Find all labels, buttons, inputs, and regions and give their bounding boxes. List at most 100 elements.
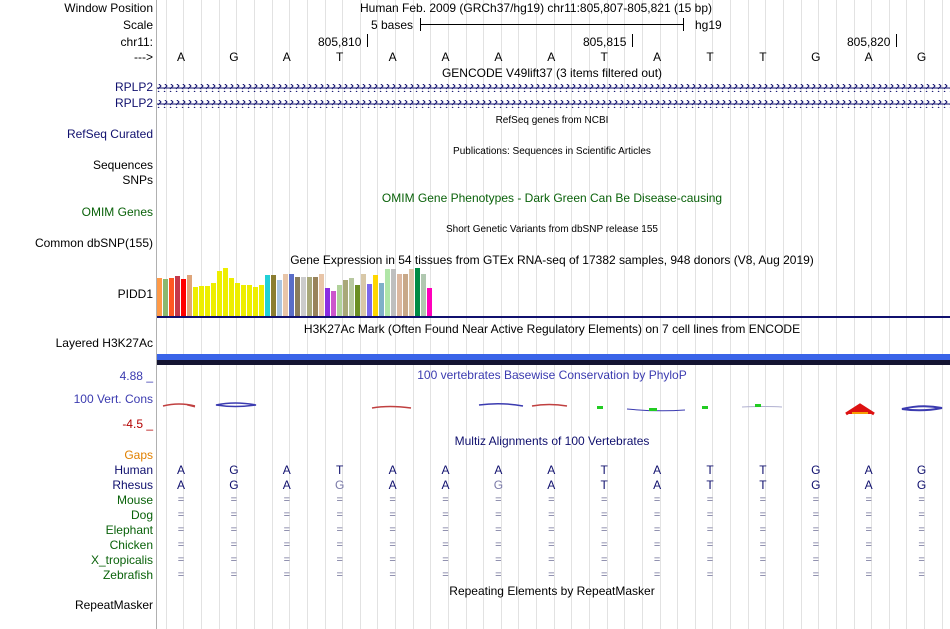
gtex-tissue-bar[interactable]: [289, 274, 294, 316]
gtex-tissue-bar[interactable]: [181, 279, 186, 316]
gtex-gene-label[interactable]: PIDD1: [117, 287, 153, 301]
grid-line: [748, 0, 749, 629]
gtex-tissue-bar[interactable]: [397, 274, 402, 316]
repeatmasker-label[interactable]: RepeatMasker: [74, 598, 153, 612]
gtex-tissue-bar[interactable]: [355, 285, 360, 316]
gtex-tissue-bar[interactable]: [265, 275, 270, 316]
gtex-tissue-bar[interactable]: [259, 285, 264, 316]
gtex-tissue-bar[interactable]: [409, 269, 414, 316]
alignment-base: G: [335, 478, 345, 492]
gtex-tissue-bar[interactable]: [331, 291, 336, 316]
gtex-tissue-bar[interactable]: [229, 278, 234, 316]
gtex-tissue-bar[interactable]: [427, 288, 432, 316]
alignment-base: =: [442, 554, 449, 566]
gtex-tissue-bar[interactable]: [373, 275, 378, 316]
gtex-tissue-bar[interactable]: [211, 283, 216, 316]
gtex-tissue-bar[interactable]: [415, 268, 420, 316]
dbsnp-title: Short Genetic Variants from dbSNP releas…: [446, 224, 658, 235]
grid-line: [342, 0, 343, 629]
gtex-tissue-bar[interactable]: [241, 285, 246, 316]
scale-label[interactable]: Scale: [122, 18, 153, 32]
alignment-base: =: [230, 569, 238, 581]
grid-line: [589, 0, 590, 629]
chrom-label[interactable]: chr11:: [120, 35, 153, 49]
multiz-gaps-label[interactable]: Gaps: [124, 448, 153, 462]
snps-label[interactable]: SNPs: [122, 173, 153, 187]
alignment-base: =: [759, 524, 767, 536]
gtex-tissue-bar[interactable]: [235, 283, 240, 316]
gtex-tissue-bar[interactable]: [253, 287, 258, 316]
gtex-tissue-bar[interactable]: [163, 279, 168, 316]
alignment-base: =: [548, 494, 555, 506]
alignment-base: =: [283, 539, 291, 551]
gene-label-rplp2-2[interactable]: RPLP2: [114, 96, 153, 110]
species-label-chicken[interactable]: Chicken: [109, 538, 153, 552]
gtex-tissue-bar[interactable]: [175, 276, 180, 316]
gtex-tissue-bar[interactable]: [361, 274, 366, 316]
h3k27ac-label[interactable]: Layered H3K27Ac: [55, 336, 153, 350]
gtex-tissue-bar[interactable]: [349, 278, 354, 316]
sequences-label[interactable]: Sequences: [92, 158, 153, 172]
gtex-tissue-bar[interactable]: [421, 274, 426, 316]
alignment-base: =: [336, 539, 343, 551]
gtex-tissue-bar[interactable]: [187, 275, 192, 316]
gtex-tissue-bar[interactable]: [391, 269, 396, 316]
grid-line: [730, 0, 731, 629]
alignment-base: =: [336, 569, 343, 581]
omim-label[interactable]: OMIM Genes: [81, 205, 153, 219]
cons-label[interactable]: 100 Vert. Cons: [73, 392, 153, 406]
alignment-base: =: [865, 509, 872, 521]
gtex-tissue-bar[interactable]: [379, 283, 384, 316]
gtex-tissue-bar[interactable]: [169, 278, 174, 316]
h3k27ac-signal-blue: [157, 354, 950, 360]
ruler-base: G: [811, 50, 821, 64]
species-label-zebrafish[interactable]: Zebrafish: [102, 568, 153, 582]
gencode-title: GENCODE V49lift37 (3 items filtered out): [441, 66, 663, 80]
gtex-tissue-bar[interactable]: [307, 277, 312, 316]
alignment-base: A: [176, 478, 185, 492]
gencode-gene-tracks[interactable]: [157, 82, 950, 112]
gtex-tissue-bar[interactable]: [283, 274, 288, 316]
gtex-tissue-bar[interactable]: [403, 274, 408, 316]
grid-line: [518, 0, 519, 629]
gtex-tissue-bar[interactable]: [157, 278, 162, 316]
alignment-base: =: [812, 524, 820, 536]
gtex-tissue-bar[interactable]: [271, 275, 276, 316]
alignment-base: =: [177, 539, 185, 551]
gtex-tissue-bar[interactable]: [217, 271, 222, 316]
gtex-tissue-bar[interactable]: [385, 269, 390, 316]
gtex-tissue-bar[interactable]: [313, 277, 318, 316]
gtex-tissue-bar[interactable]: [301, 277, 306, 316]
species-label-rhesus[interactable]: Rhesus: [112, 478, 153, 492]
gtex-tissue-bar[interactable]: [337, 285, 342, 316]
species-label-mouse[interactable]: Mouse: [116, 493, 153, 507]
grid-line: [448, 0, 449, 629]
gtex-tissue-bar[interactable]: [343, 280, 348, 316]
scale-text: 5 bases: [371, 18, 414, 32]
multiz-title: Multiz Alignments of 100 Vertebrates: [454, 434, 650, 448]
gtex-tissue-bar[interactable]: [319, 274, 324, 316]
gtex-tissue-bar[interactable]: [367, 284, 372, 316]
species-label-human[interactable]: Human: [114, 463, 153, 477]
alignment-base: T: [706, 463, 714, 477]
gtex-tissue-bar[interactable]: [199, 286, 204, 316]
refseq-label[interactable]: RefSeq Curated: [66, 127, 153, 141]
gtex-tissue-bar[interactable]: [205, 286, 210, 316]
gtex-expression-bars[interactable]: [157, 266, 950, 320]
species-label-dog[interactable]: Dog: [130, 508, 153, 522]
dbsnp-label[interactable]: Common dbSNP(155): [34, 236, 153, 250]
gtex-tissue-bar[interactable]: [247, 285, 252, 316]
gtex-tissue-bar[interactable]: [193, 287, 198, 316]
species-label-x_tropicalis[interactable]: X_tropicalis: [90, 553, 153, 567]
window-position-label[interactable]: Window Position: [64, 1, 153, 15]
gtex-tissue-bar[interactable]: [277, 280, 282, 316]
species-label-elephant[interactable]: Elephant: [105, 523, 153, 537]
gene-label-rplp2-1[interactable]: RPLP2: [114, 80, 153, 94]
strand-label[interactable]: --->: [134, 50, 153, 64]
alignment-base: =: [283, 494, 291, 506]
ruler-position-805815: 805,815: [583, 35, 627, 49]
gtex-tissue-bar[interactable]: [223, 268, 228, 316]
gtex-tissue-bar[interactable]: [325, 288, 330, 316]
grid-line: [836, 0, 837, 629]
gtex-tissue-bar[interactable]: [295, 277, 300, 316]
